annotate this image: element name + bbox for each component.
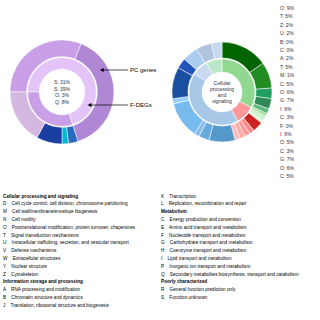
svg-text:C: 5%: C: 5%	[280, 81, 294, 87]
svg-text:K Transcription: K Transcription	[161, 194, 197, 199]
svg-text:F Nucleotide transport and: F Nucleotide transport and metabolism	[161, 233, 246, 238]
svg-text:G: 7%: G: 7%	[280, 97, 294, 103]
svg-text:J Translation, ribosomal st: J Translation, ribosomal structure and b…	[3, 303, 109, 308]
svg-text:O Posttranslational modific: O Posttranslational modification, protei…	[3, 225, 136, 230]
svg-text:M Cell wall/membrane/envelo: M Cell wall/membrane/envelope biogenesis	[3, 209, 98, 214]
svg-text:S: 31%: S: 31%	[54, 79, 71, 85]
svg-text:B Chromatin structure and d: B Chromatin structure and dynamics	[3, 295, 83, 300]
svg-text:T Signal transduction mecha: T Signal transduction mechanisms	[3, 233, 79, 238]
svg-text:Metabolism: Metabolism	[161, 209, 187, 214]
svg-text:C: 5%: C: 5%	[280, 173, 294, 179]
svg-text:B: 0%: B: 0%	[280, 39, 294, 45]
svg-text:E Amino acid transport and: E Amino acid transport and metabolism	[161, 225, 247, 230]
svg-text:Y Nuclear structure: Y Nuclear structure	[3, 264, 47, 269]
svg-text:T: 5%: T: 5%	[280, 13, 293, 19]
svg-text:W Extracellular structures: W Extracellular structures	[3, 256, 61, 261]
svg-text:V Defense mechanisms: V Defense mechanisms	[3, 248, 57, 253]
svg-text:C: 3%: C: 3%	[280, 114, 294, 120]
svg-text:O: 9%: O: 9%	[280, 5, 294, 11]
svg-text:T: 5%: T: 5%	[280, 64, 293, 70]
svg-text:F: 0%: F: 0%	[280, 123, 294, 129]
svg-text:S: 39%: S: 39%	[54, 86, 71, 92]
svg-text:S Function unknown: S Function unknown	[161, 295, 208, 300]
svg-text:Information storage and proces: Information storage and processing	[3, 279, 83, 284]
svg-text:P Inorganic ion transport a: P Inorganic ion transport and metabolism	[161, 264, 250, 269]
svg-text:C: 3%: C: 3%	[280, 148, 294, 154]
svg-text:A: 2%: A: 2%	[280, 55, 294, 61]
svg-text:U: 2%: U: 2%	[280, 30, 294, 36]
svg-text:A RNA processing and modifi: A RNA processing and modification	[3, 287, 81, 292]
svg-text:Cellular: Cellular	[213, 80, 231, 86]
svg-text:Z: 2%: Z: 2%	[280, 22, 294, 28]
svg-text:I Lipid transport and metab: I Lipid transport and metabolism	[161, 256, 232, 261]
svg-text:I: 6%: I: 6%	[280, 131, 292, 137]
svg-text:PC genes: PC genes	[130, 67, 156, 73]
svg-text:R General function predicti: R General function prediction only	[161, 287, 236, 292]
svg-text:L Replication, recombinatio: L Replication, recombination and repair	[161, 201, 247, 206]
svg-text:F-DEGs: F-DEGs	[130, 102, 152, 108]
svg-text:U Intracellular trafficking: U Intracellular trafficking, secretion, …	[3, 240, 129, 245]
svg-text:Z Cytoskeleton: Z Cytoskeleton	[3, 272, 39, 277]
svg-text:signaling: signaling	[212, 98, 232, 104]
svg-text:O: 6%: O: 6%	[280, 165, 294, 171]
svg-text:D Cell cycle control, cell: D Cell cycle control, cell division, chr…	[3, 201, 128, 206]
svg-text:G: 7%: G: 7%	[280, 156, 294, 162]
svg-text:G Carbohydrate transport an: G Carbohydrate transport and metabolism	[161, 240, 253, 245]
svg-text:C Energy production and con: C Energy production and conversion	[161, 217, 241, 222]
svg-text:and: and	[217, 92, 227, 98]
svg-text:N Cell motility: N Cell motility	[3, 217, 36, 222]
svg-text:Poorly characterized: Poorly characterized	[161, 279, 207, 284]
svg-text:I: 6%: I: 6%	[280, 106, 292, 112]
svg-text:O: 6%: O: 6%	[280, 89, 294, 95]
svg-text:O: 5%: O: 5%	[280, 139, 294, 145]
svg-text:C: 0%: C: 0%	[280, 47, 294, 53]
svg-text:Cellular processing and signal: Cellular processing and signaling	[3, 194, 78, 199]
svg-text:Q Secondary metabolites bio: Q Secondary metabolites biosynthesis, tr…	[161, 272, 299, 277]
svg-text:O: 3%: O: 3%	[55, 92, 69, 98]
svg-text:Q: 8%: Q: 8%	[55, 99, 69, 105]
svg-text:M: 1%: M: 1%	[280, 72, 295, 78]
svg-text:processing: processing	[209, 86, 235, 92]
svg-text:H Coenzyme transport and me: H Coenzyme transport and metabolism	[161, 248, 246, 253]
